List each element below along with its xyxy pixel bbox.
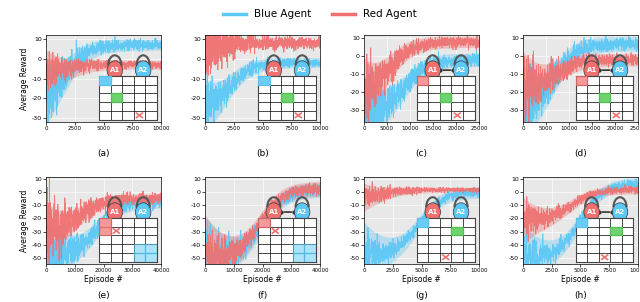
Text: (g): (g) [415, 291, 428, 300]
X-axis label: Episode #: Episode # [243, 275, 282, 284]
Y-axis label: Average Reward: Average Reward [20, 47, 29, 110]
X-axis label: Episode #: Episode # [561, 275, 600, 284]
Text: (h): (h) [574, 291, 587, 300]
X-axis label: Episode #: Episode # [84, 275, 123, 284]
Text: (e): (e) [97, 291, 110, 300]
Text: (f): (f) [257, 291, 268, 300]
Text: (a): (a) [97, 149, 110, 158]
Legend: Blue Agent, Red Agent: Blue Agent, Red Agent [219, 5, 421, 24]
Text: (c): (c) [415, 149, 428, 158]
X-axis label: Episode #: Episode # [402, 275, 441, 284]
Text: (b): (b) [256, 149, 269, 158]
Text: (d): (d) [574, 149, 587, 158]
Y-axis label: Average Reward: Average Reward [20, 189, 29, 252]
